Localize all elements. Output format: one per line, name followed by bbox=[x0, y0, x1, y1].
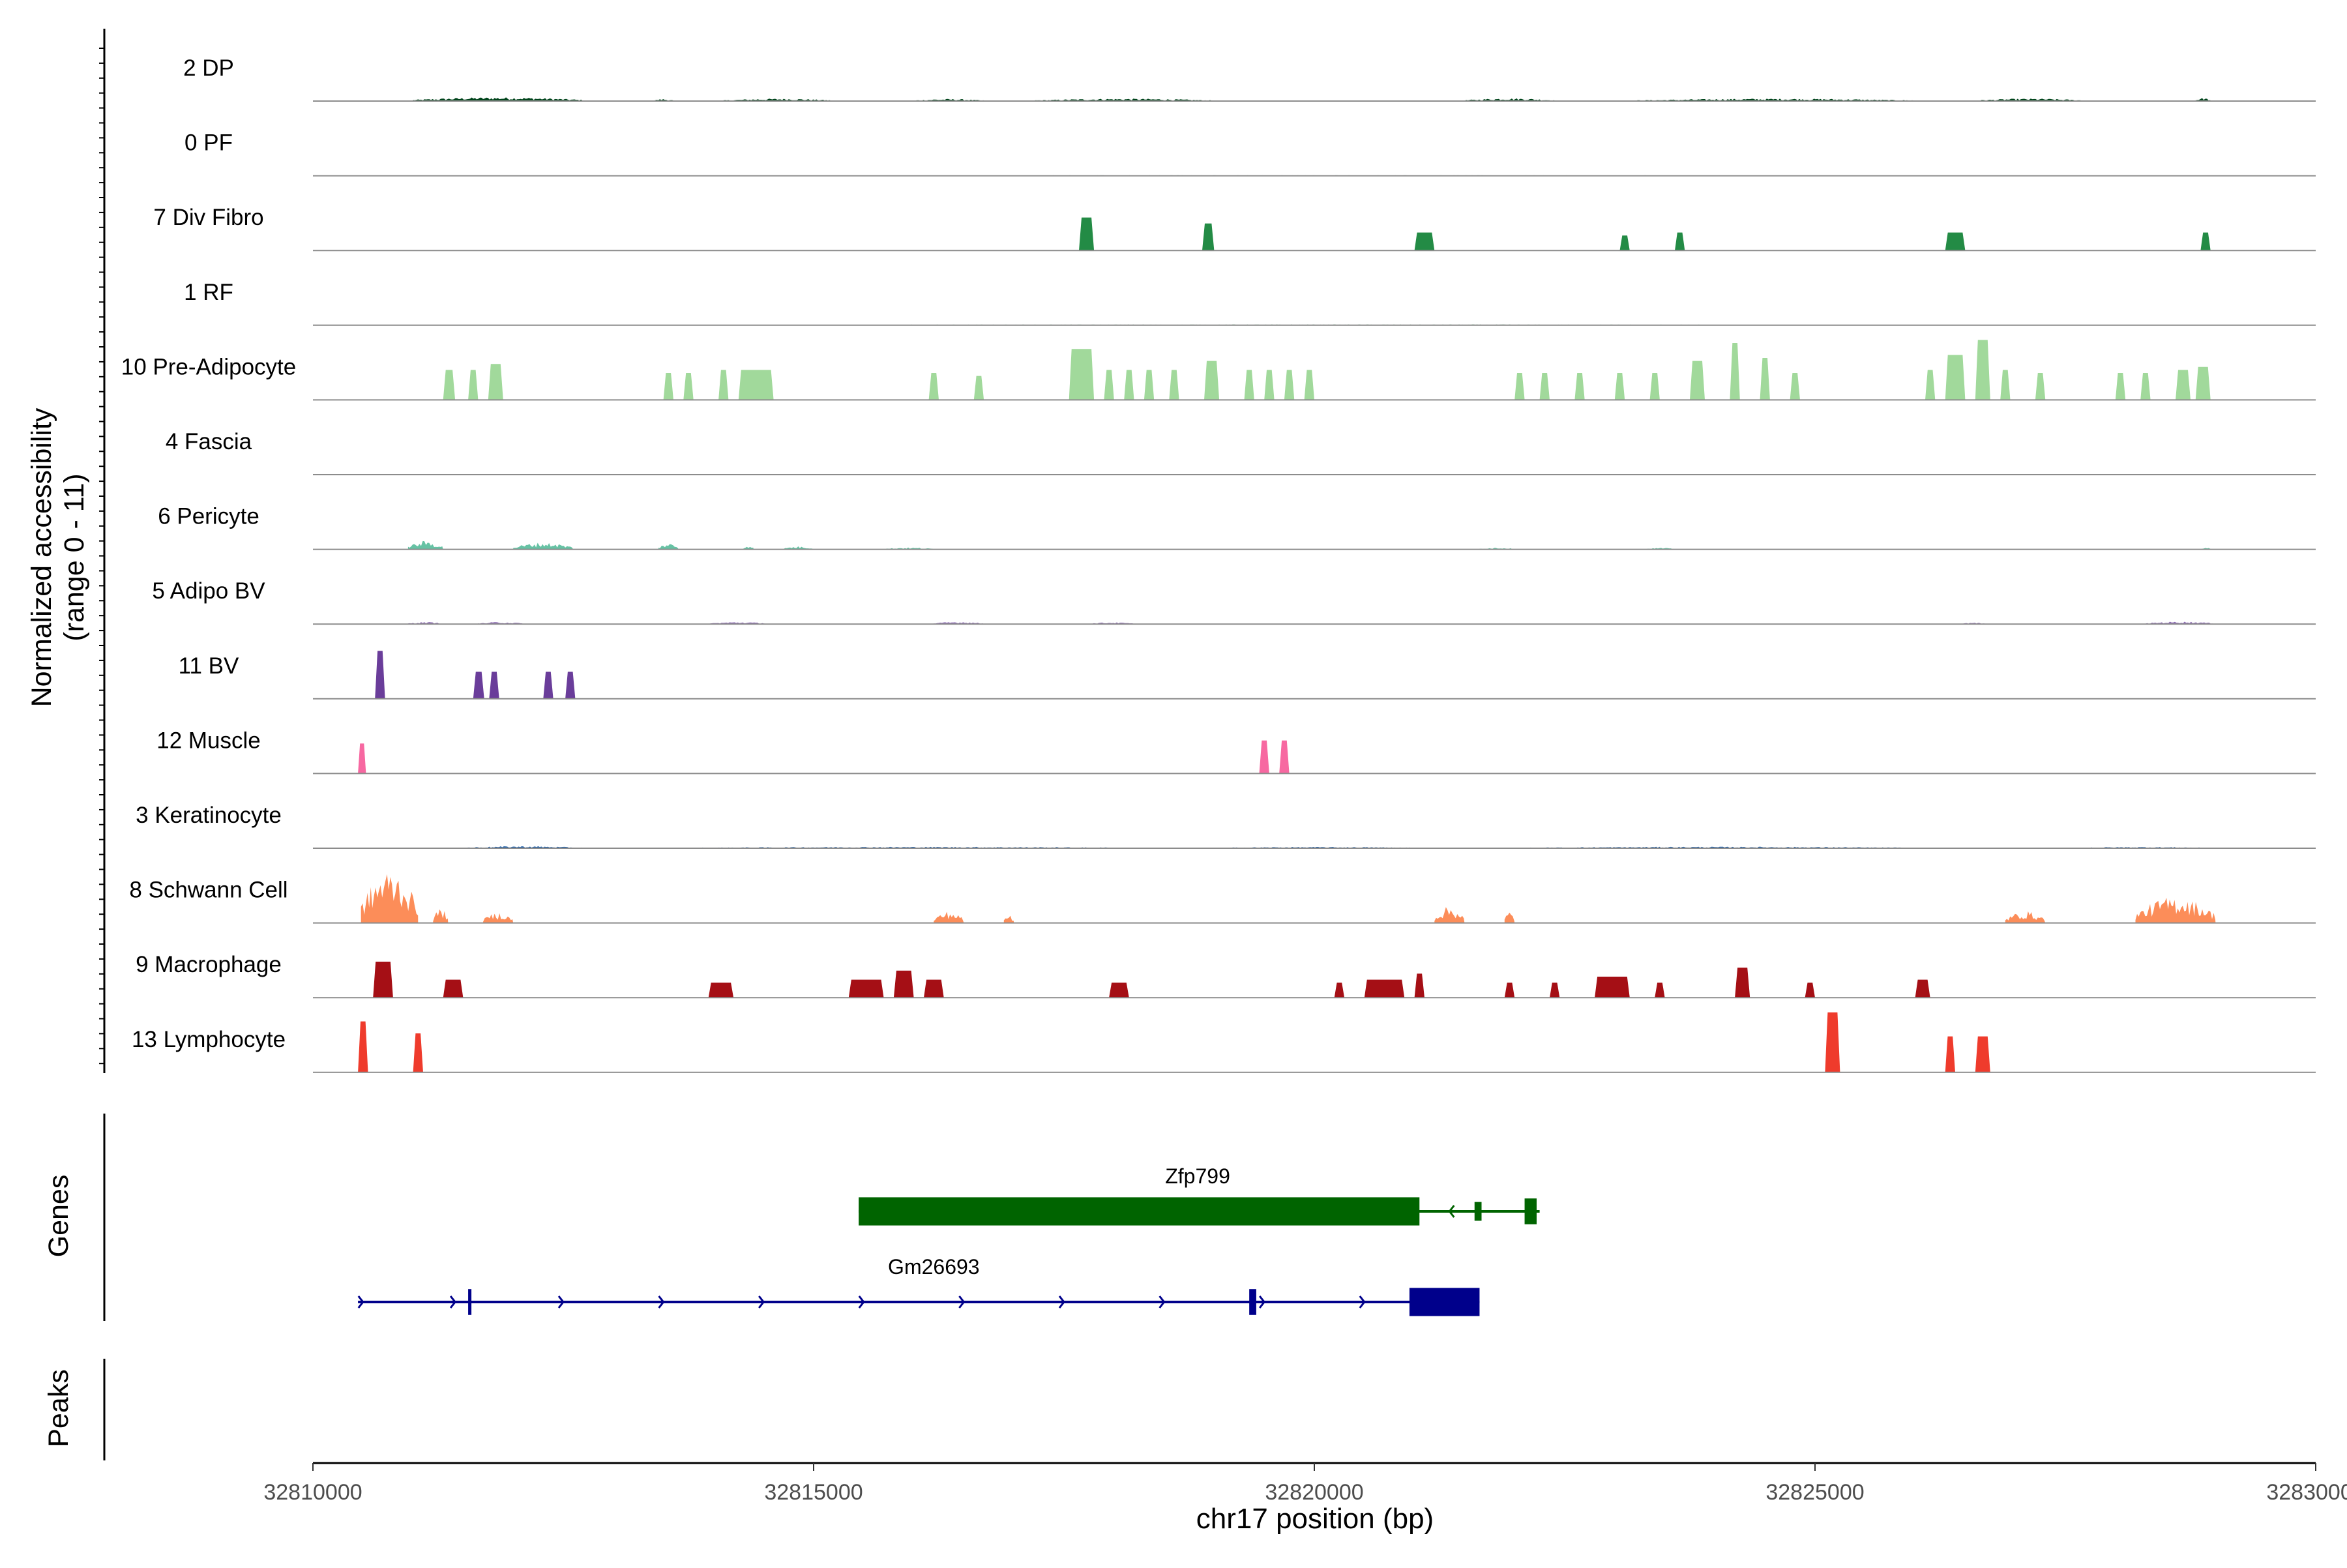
track-label-12: 8 Schwann Cell bbox=[129, 878, 288, 903]
gene-strand-arrow bbox=[1058, 1295, 1065, 1309]
x-tick-label: 32825000 bbox=[1765, 1480, 1864, 1505]
gene-strand-arrow bbox=[449, 1295, 457, 1309]
x-tick-label: 32810000 bbox=[263, 1480, 362, 1505]
track-label-6: 4 Fascia bbox=[166, 429, 252, 454]
x-tick-label: 32820000 bbox=[1265, 1480, 1363, 1505]
gene-label: Gm26693 bbox=[888, 1255, 980, 1279]
y-axis-label-line1: Normalized accessibility bbox=[26, 407, 57, 707]
track-14: 13 Lymphocyte bbox=[132, 1012, 2316, 1073]
gene-exon bbox=[859, 1197, 1420, 1226]
track-label-7: 6 Pericyte bbox=[158, 504, 259, 529]
track-label-10: 12 Muscle bbox=[156, 728, 261, 753]
gene-strand-arrow bbox=[858, 1295, 865, 1309]
track-label-14: 13 Lymphocyte bbox=[132, 1027, 286, 1052]
axes: 32810000 32815000 32820000 32825000 32830000 bbox=[99, 29, 2347, 1505]
track-label-11: 3 Keratinocyte bbox=[136, 803, 282, 828]
gene-strand-arrow bbox=[1259, 1295, 1266, 1309]
gene-strand-arrow bbox=[1448, 1205, 1455, 1218]
track-signal-14 bbox=[358, 1012, 1990, 1072]
track-3: 7 Div Fibro bbox=[153, 205, 2316, 252]
gene-zfp799: Zfp799 bbox=[859, 1164, 1540, 1226]
gene-exon bbox=[468, 1289, 472, 1315]
gene-label: Zfp799 bbox=[1165, 1164, 1230, 1188]
y-axis-label-line2: (range 0 - 11) bbox=[59, 473, 90, 641]
track-label-3: 7 Div Fibro bbox=[153, 205, 263, 230]
track-label-5: 10 Pre-Adipocyte bbox=[121, 354, 296, 379]
gene-strand-arrow bbox=[758, 1295, 765, 1309]
track-signal-7 bbox=[407, 540, 2211, 550]
track-7: 6 Pericyte bbox=[158, 504, 2316, 550]
gene-annotation-track: Zfp799 Gm26693 bbox=[357, 1164, 1540, 1316]
gene-strand-arrow bbox=[357, 1295, 364, 1309]
track-9: 11 BV bbox=[179, 651, 2316, 700]
track-2: 0 PF bbox=[185, 130, 2316, 177]
gene-gm26693: Gm26693 bbox=[357, 1255, 1480, 1316]
track-8: 5 Adipo BV bbox=[152, 578, 2316, 625]
gene-exon bbox=[1474, 1202, 1482, 1221]
gene-strand-arrow bbox=[658, 1295, 665, 1309]
track-signal-3 bbox=[1079, 217, 2211, 251]
track-1: 2 DP bbox=[183, 55, 2316, 102]
gene-strand-arrow bbox=[557, 1295, 565, 1309]
gene-strand-arrow bbox=[958, 1295, 966, 1309]
track-signal-12 bbox=[361, 874, 2216, 923]
track-signal-10 bbox=[358, 740, 1290, 774]
x-axis-label: chr17 position (bp) bbox=[1196, 1503, 1434, 1535]
peaks-panel-label: Peaks bbox=[43, 1369, 74, 1447]
gene-strand-arrow bbox=[1159, 1295, 1166, 1309]
track-label-9: 11 BV bbox=[179, 653, 239, 679]
gene-exon bbox=[1249, 1289, 1256, 1315]
track-label-1: 2 DP bbox=[183, 55, 234, 81]
track-label-13: 9 Macrophage bbox=[136, 952, 282, 977]
track-label-8: 5 Adipo BV bbox=[152, 578, 265, 604]
genes-panel-label: Genes bbox=[43, 1175, 74, 1258]
track-signal-1 bbox=[413, 97, 2211, 101]
track-5: 10 Pre-Adipocyte bbox=[121, 340, 2316, 401]
x-tick-label: 32815000 bbox=[764, 1480, 863, 1505]
track-signal-5 bbox=[443, 340, 2211, 400]
track-10: 12 Muscle bbox=[156, 728, 2316, 775]
accessibility-tracks: 2 DP 0 PF 7 Div Fibro 1 RF 10 Pre-Adipocyte 4… bbox=[121, 55, 2316, 1073]
track-signal-13 bbox=[373, 962, 1930, 998]
track-13: 9 Macrophage bbox=[136, 952, 2316, 999]
track-6: 4 Fascia bbox=[166, 429, 2316, 475]
gene-strand-arrow bbox=[1359, 1295, 1366, 1309]
track-label-2: 0 PF bbox=[185, 130, 233, 156]
track-12: 8 Schwann Cell bbox=[129, 874, 2316, 924]
gene-exon bbox=[1409, 1288, 1480, 1316]
track-11: 3 Keratinocyte bbox=[136, 803, 2316, 849]
track-label-4: 1 RF bbox=[184, 280, 233, 305]
track-4: 1 RF bbox=[184, 280, 2316, 326]
gene-exon bbox=[1524, 1198, 1537, 1224]
track-signal-9 bbox=[375, 651, 576, 699]
x-tick-label: 32830000 bbox=[2266, 1480, 2347, 1505]
